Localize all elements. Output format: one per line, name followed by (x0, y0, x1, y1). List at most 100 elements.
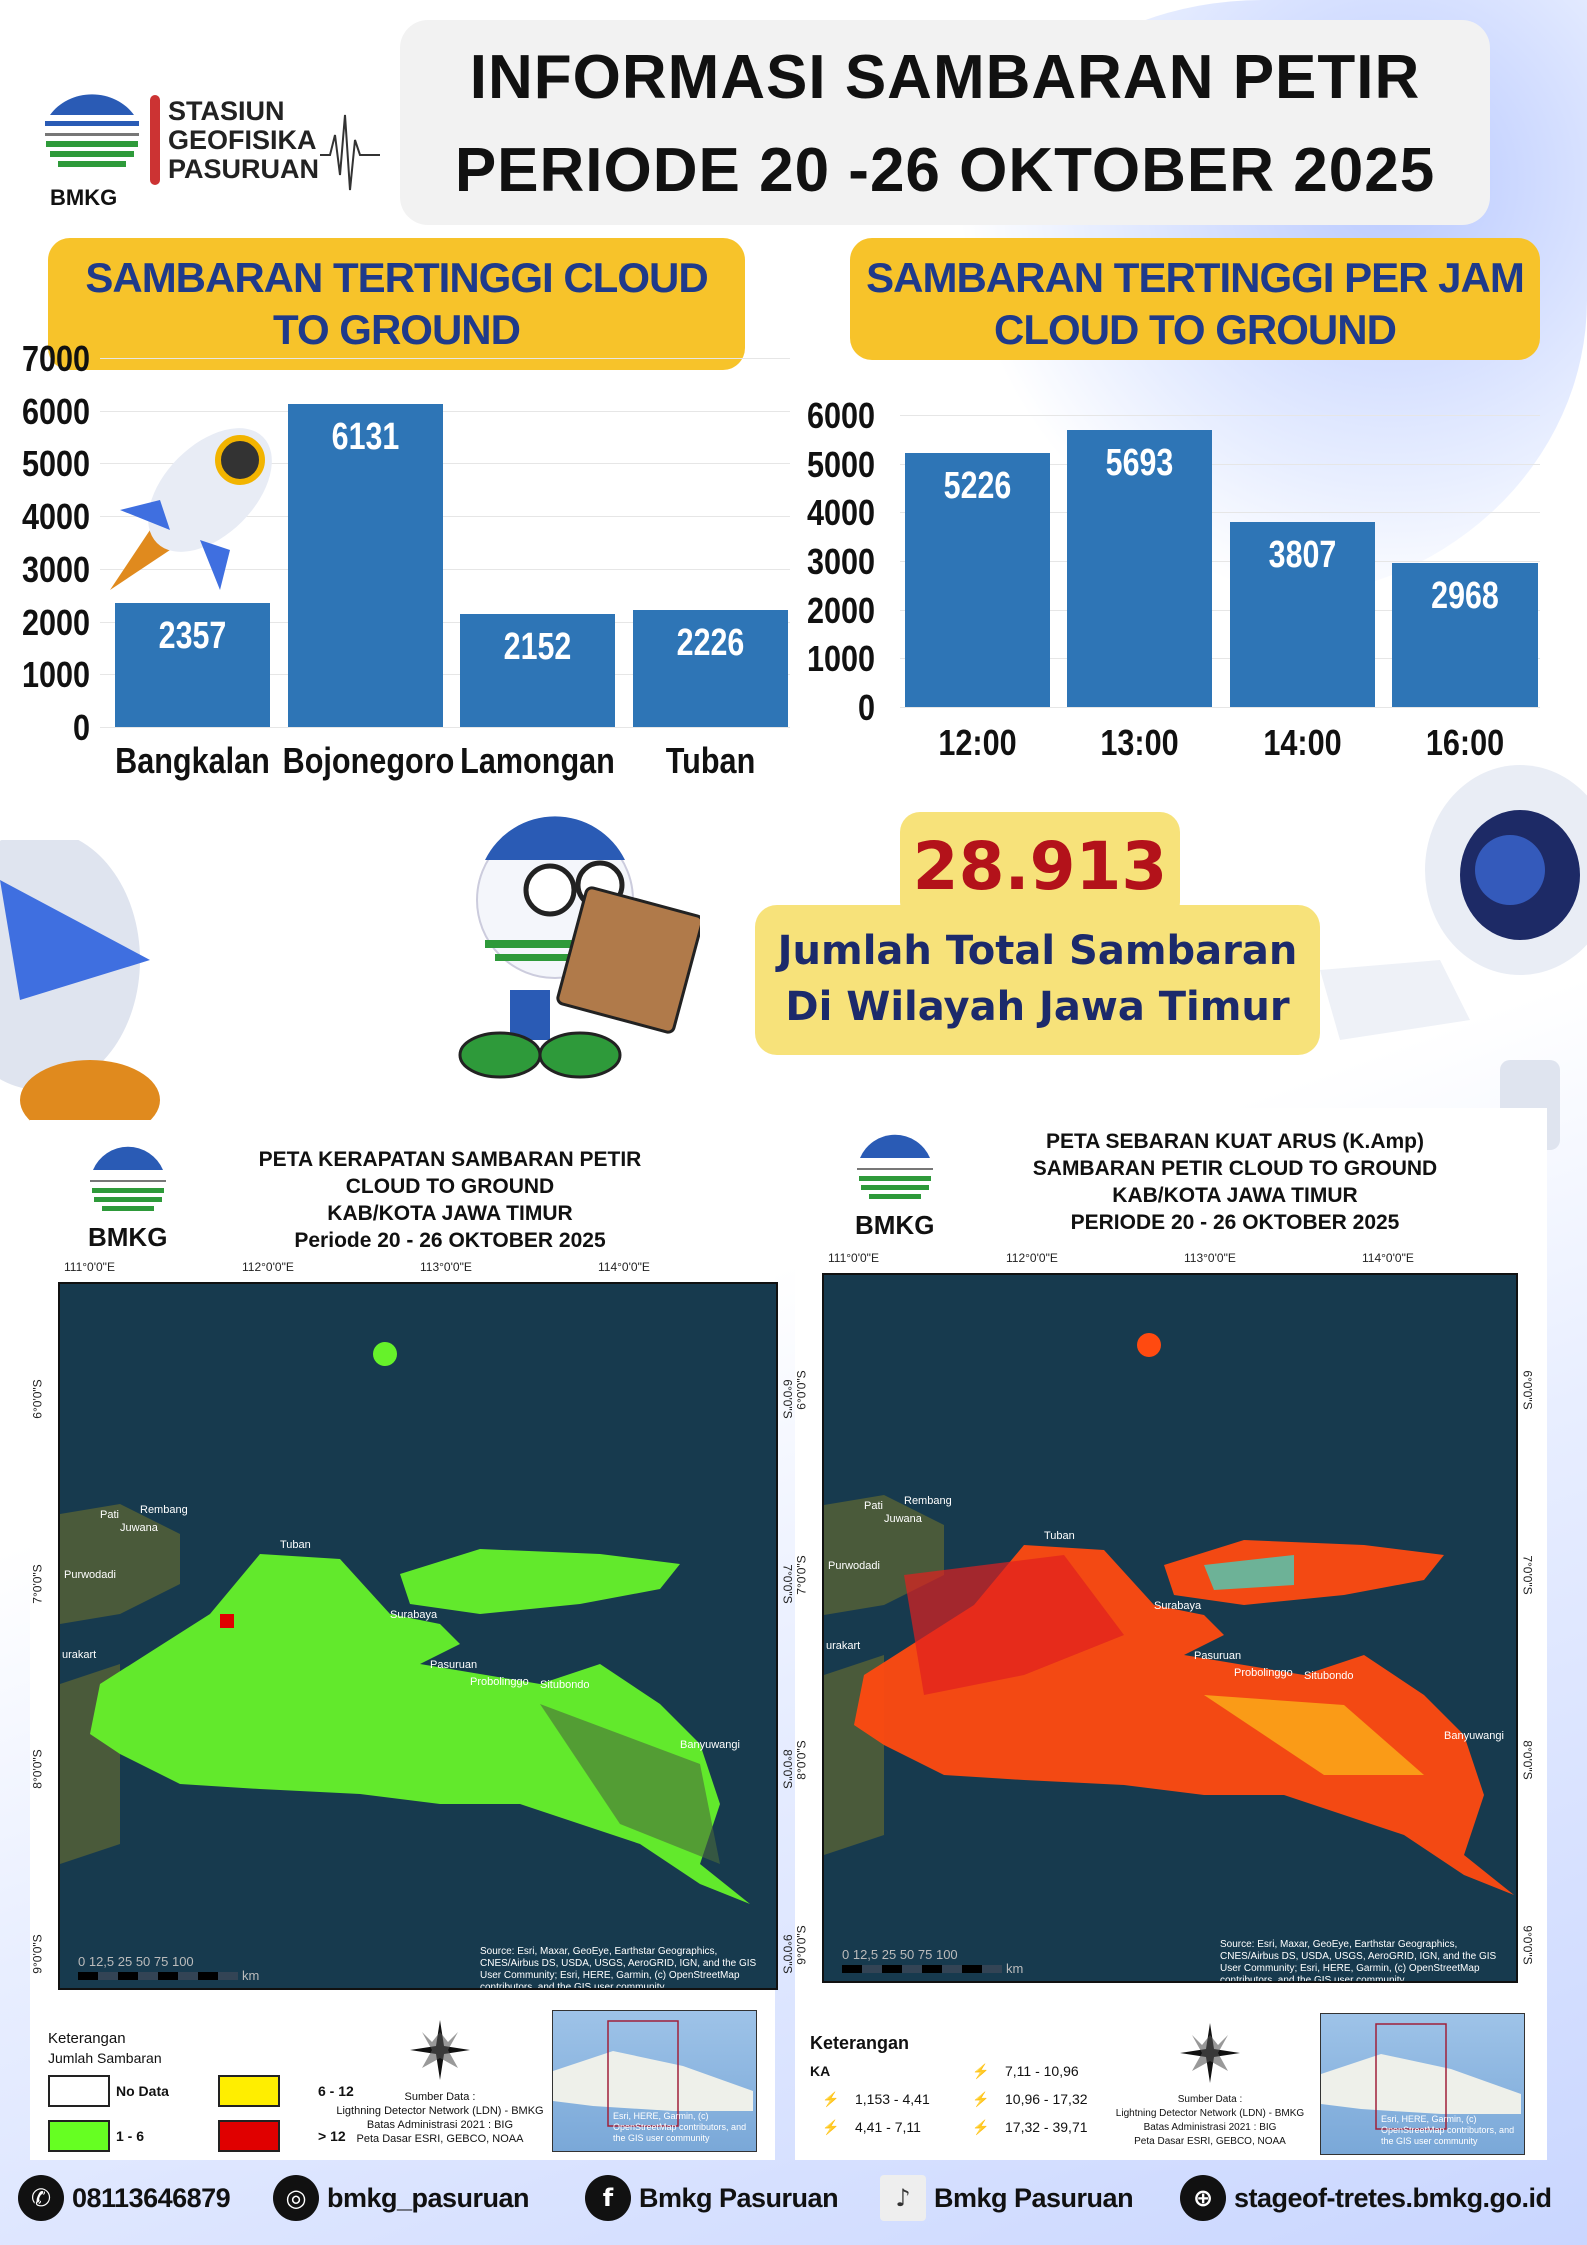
place-label: Purwodadi (828, 1560, 880, 1572)
seismograph-icon (320, 114, 380, 191)
y-tick-label: 4000 (22, 496, 91, 538)
instagram-icon[interactable]: ◎ (273, 2175, 319, 2221)
footer-contact-2[interactable]: f Bmkg Pasuruan (585, 2172, 839, 2224)
basemap-attribution: Source: Esri, Maxar, GeoEye, Earthstar G… (480, 1946, 757, 1990)
footer-contact-text[interactable]: Bmkg Pasuruan (639, 2182, 839, 2213)
inset-attribution: Esri, HERE, Garmin, (c) OpenStreetMap co… (1381, 2114, 1515, 2146)
thermometer-icon (150, 95, 160, 185)
latitude-label: 8°0'0"S (1520, 1740, 1535, 1780)
data-source-line: Batas Administrasi 2021 : BIG (1143, 2122, 1277, 2133)
facebook-icon[interactable]: f (585, 2175, 631, 2221)
bar (1067, 429, 1212, 707)
east-java-map (824, 1333, 1514, 1895)
lightning-icon: ⚡ (972, 2091, 990, 2107)
map-logo-text: BMKG (88, 1222, 168, 1252)
bar (460, 613, 615, 727)
scale-bar-labels: 0 12,5 25 50 75 100 (842, 1947, 958, 1962)
latitude-label: 6°0'0"S (1520, 1370, 1535, 1410)
globe-icon[interactable]: ⊕ (1180, 2175, 1226, 2221)
left-banner-line2: TO GROUND (273, 306, 521, 353)
lightning-icon: ⚡ (972, 2119, 990, 2135)
legend-swatch (218, 2075, 280, 2107)
place-label: Tuban (280, 1539, 311, 1551)
map-title-line: KAB/KOTA JAWA TIMUR (327, 1202, 573, 1225)
legend-label: > 12 (318, 2128, 346, 2144)
map-title-line: PERIODE 20 - 26 OKTOBER 2025 (1070, 1211, 1400, 1234)
gridline (100, 410, 790, 412)
longitude-label: 112°0'0"E (242, 1260, 294, 1274)
place-label: Surabaya (1154, 1600, 1202, 1612)
latitude-label: 6°0'0"S (794, 1370, 809, 1410)
y-tick-label: 1000 (22, 654, 91, 696)
map-title-line: PETA SEBARAN KUAT ARUS (K.Amp) (1046, 1130, 1424, 1153)
data-source-line: Sumber Data : (404, 2091, 476, 2103)
legend-label: 7,11 - 10,96 (1005, 2063, 1079, 2079)
gridline (100, 358, 790, 359)
category-label: Lamongan (460, 740, 615, 781)
place-label: Surabaya (390, 1609, 438, 1621)
current-strength-map-panel: BMKG PETA SEBARAN KUAT ARUS (K.Amp) SAMBAR… (795, 1108, 1547, 2160)
chart-by-regency: 7000 6000 5000 4000 3000 2000 1000 0 2357 Bangkal… (0, 0, 800, 800)
legend-label: 10,96 - 17,32 (1005, 2091, 1088, 2107)
place-label: urakart (62, 1649, 97, 1661)
robot-arm-illustration (0, 840, 160, 1140)
total-label-line1: Jumlah Total Sambaran (777, 928, 1298, 974)
data-source-line: Sumber Data : (1177, 2094, 1243, 2105)
footer-contact-text[interactable]: Bmkg Pasuruan (934, 2182, 1134, 2213)
bar-value-label: 3807 (1268, 533, 1337, 576)
legend-label: 4,41 - 7,11 (855, 2119, 921, 2135)
map-frame[interactable]: Pati Rembang Juwana Tuban Purwodadi Pasuruan P… (58, 1282, 778, 1990)
footer-contact-4[interactable]: ⊕ stageof-tretes.bmkg.go.id (1180, 2172, 1552, 2224)
latitude-label: 6°0'0"S (780, 1379, 795, 1419)
gridline (100, 621, 790, 623)
footer-contact-text[interactable]: stageof-tretes.bmkg.go.id (1234, 2182, 1552, 2213)
total-label-box: Jumlah Total Sambaran Di Wilayah Jawa Ti… (755, 905, 1320, 1055)
left-chart-banner: SAMBARAN TERTINGGI CLOUD TO GROUND (48, 238, 745, 370)
logo-line1: STASIUN (168, 96, 285, 126)
latitude-label: 7°0'0"S (1520, 1555, 1535, 1595)
gridline (900, 561, 1540, 562)
legend-swatch (48, 2120, 110, 2152)
place-label: Pati (864, 1500, 883, 1512)
map-frame[interactable]: Pati Rembang Juwana Tuban Purwodadi Pasuruan P… (822, 1273, 1518, 1983)
y-tick-label: 5000 (22, 443, 91, 485)
legend-label: 17,32 - 39,71 (1005, 2119, 1088, 2135)
legend-subheading: Jumlah Sambaran (48, 2050, 162, 2066)
legend-subheading: KA (810, 2063, 831, 2079)
data-source-line: Batas Administrasi 2021 : BIG (366, 2119, 514, 2131)
bar (288, 403, 443, 727)
gridline (100, 568, 790, 570)
scale-bar (78, 1972, 238, 1980)
compass-icon (1180, 2023, 1240, 2083)
gridline (900, 463, 1540, 465)
place-label: Pasuruan (430, 1659, 478, 1671)
title-box: INFORMASI SAMBARAN PETIR PERIODE 20 -26 … (400, 20, 1490, 225)
footer-contact-1[interactable]: ◎ bmkg_pasuruan (273, 2172, 530, 2224)
logo-line2: GEOFISIKA (168, 125, 317, 155)
category-label: 16:00 (1425, 722, 1505, 763)
chart-by-hour: 6000 5000 4000 3000 2000 1000 0 5226 12:00 5693 13… (0, 0, 1587, 800)
mascot-illustration (458, 816, 700, 1079)
lightning-icon: ⚡ (822, 2091, 840, 2107)
data-source-line: Peta Dasar ESRI, GEBCO, NOAA (1134, 2136, 1286, 2147)
y-tick-label: 3000 (807, 541, 876, 582)
bar-value-label: 2226 (676, 621, 745, 664)
footer-contact-text[interactable]: 08113646879 (72, 2182, 231, 2213)
footer-contact-0[interactable]: ✆ 08113646879 (18, 2172, 231, 2224)
tiktok-icon[interactable]: ♪ (880, 2175, 926, 2221)
footer-contact-3[interactable]: ♪ Bmkg Pasuruan (880, 2172, 1134, 2224)
whatsapp-icon[interactable]: ✆ (18, 2175, 64, 2221)
gridline (100, 463, 790, 465)
y-tick-label: 2000 (22, 601, 91, 643)
rocket-illustration (110, 428, 272, 590)
footer-contact-text[interactable]: bmkg_pasuruan (327, 2182, 530, 2213)
bar (905, 452, 1050, 707)
bmkg-emblem-icon (42, 85, 142, 175)
place-label: Juwana (884, 1513, 922, 1525)
legend-label: 1 - 6 (116, 2128, 145, 2144)
right-banner-line1: SAMBARAN TERTINGGI PER JAM (866, 254, 1525, 301)
y-tick-label: 0 (72, 707, 90, 748)
place-label: Tuban (1044, 1530, 1075, 1542)
latitude-label: 7°0'0"S (30, 1564, 45, 1604)
y-tick-label: 6000 (807, 395, 876, 436)
